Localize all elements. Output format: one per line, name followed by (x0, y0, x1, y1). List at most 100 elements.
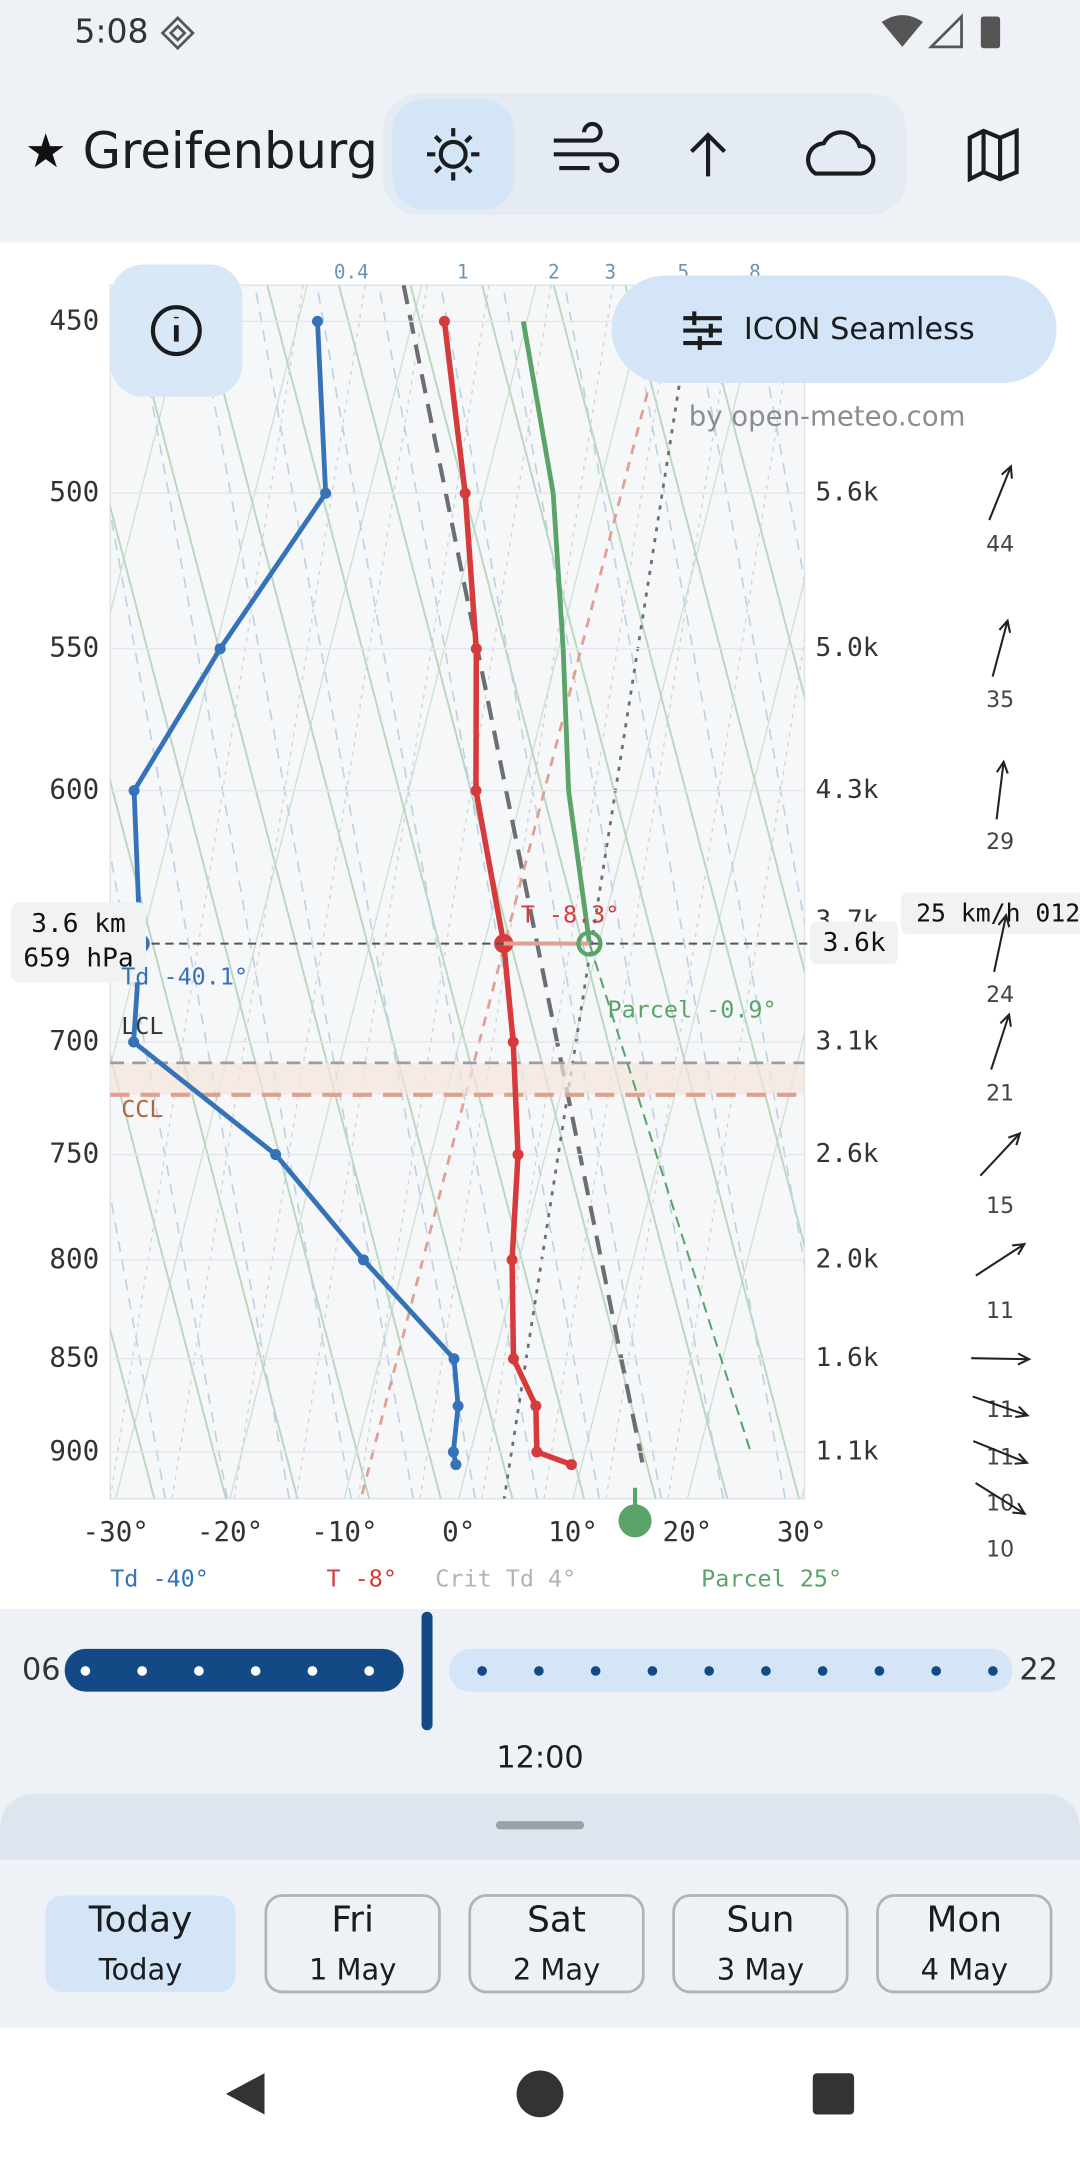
temperature-point (507, 1353, 519, 1365)
wind-arrow (988, 464, 1013, 521)
mixing-line (667, 636, 805, 1499)
parcel-segment (560, 648, 571, 791)
tab-selected[interactable] (392, 99, 514, 210)
cursor-height: 3.6 km (31, 909, 125, 939)
slider-dot (194, 1666, 204, 1676)
mixing-ratio-label: 1 (457, 260, 469, 283)
wind-arrow (991, 618, 1012, 677)
slider-dot (761, 1666, 771, 1676)
temperature-point (506, 1254, 518, 1266)
height-tick-label: 5.6k (816, 478, 879, 508)
tab-group (382, 93, 907, 215)
background-lines (110, 285, 805, 1499)
model-label: ICON Seamless (744, 312, 975, 347)
dewpoint-point (448, 1353, 460, 1365)
height-tick-label: 1.6k (816, 1343, 879, 1373)
day-date: 3 May (717, 1952, 804, 1986)
nav-back[interactable] (225, 2073, 265, 2115)
slider-dot (931, 1666, 942, 1676)
cursor-temp: T -8.3° (521, 901, 620, 929)
dewpoint-point (312, 315, 324, 327)
isotherm (686, 1031, 805, 1499)
temperature-line (441, 321, 573, 1468)
legend-entry: Parcel 25° (701, 1565, 842, 1593)
ccl-label: CCL (121, 1095, 163, 1123)
day-date: 2 May (513, 1952, 600, 1986)
pressure-tick-label: 600 (49, 774, 99, 806)
battery-icon (980, 16, 1001, 49)
day-tab[interactable] (264, 1894, 441, 1994)
dewpoint-point (452, 1400, 464, 1412)
day-tab[interactable] (45, 1895, 236, 1992)
mixing-line (605, 285, 800, 1499)
isotherm (229, 285, 537, 1499)
adiabat (110, 502, 371, 1499)
wind-arrow (993, 913, 1011, 973)
adiabat (624, 285, 805, 975)
slider-dot (647, 1666, 658, 1676)
slider-dot (364, 1666, 375, 1676)
temperature-point (470, 785, 482, 797)
tab-icons[interactable] (427, 121, 1019, 183)
wind-speed: 29 (986, 830, 1014, 855)
wind-arrow (972, 1395, 1030, 1419)
parcel-segment (550, 493, 566, 649)
status-icon (160, 15, 195, 51)
day-tab[interactable] (876, 1894, 1053, 1994)
nav-recents[interactable] (812, 2073, 855, 2115)
adiabat (337, 285, 657, 1499)
day-tab[interactable] (468, 1894, 645, 1994)
temp-tick-label: 20° (663, 1516, 713, 1548)
pressure-tick-label: 500 (49, 476, 99, 508)
day-name: Sat (527, 1900, 586, 1941)
mixing-line (233, 285, 428, 1499)
nav-home[interactable] (516, 2070, 564, 2118)
day-name: Sun (726, 1900, 794, 1941)
wind-speed: 11 (986, 1445, 1014, 1470)
isotherm (110, 285, 194, 617)
temp-tick-label: 0° (442, 1516, 475, 1548)
slider-dot (534, 1666, 544, 1676)
surface-marker[interactable] (618, 1504, 652, 1538)
parcel-segment (566, 790, 592, 944)
day-tabs: Today Today Fri 1 May Sat 2 May Sun 3 May Mon 4 M… (45, 1894, 1053, 1994)
height-tick-label: 4.3k (816, 775, 879, 805)
cursor-pressure: 659 hPa (23, 943, 133, 973)
temp-tick-label: -20° (197, 1516, 263, 1548)
signal-icon (927, 13, 963, 49)
cursor-height-short: 3.6k (823, 928, 886, 958)
slider-dot (307, 1666, 318, 1676)
slider-thumb[interactable] (421, 1611, 433, 1731)
wind-arrow (975, 1242, 1027, 1277)
dewpoint-line (131, 321, 461, 1466)
location[interactable]: Greifenburg (83, 122, 378, 180)
wind-speed: 10 (986, 1538, 1014, 1563)
mixing-ratio-label: 2 (548, 260, 560, 283)
adiabat (123, 285, 442, 1499)
temp-tick-label: -10° (311, 1516, 377, 1548)
time-slider[interactable]: 06 22 (22, 1611, 1058, 1731)
slider-dot (874, 1666, 885, 1676)
sheet-handle[interactable] (495, 1821, 585, 1830)
slider-dot (988, 1666, 998, 1676)
day-tab[interactable] (672, 1894, 849, 1994)
moist-adiabat (254, 285, 477, 1499)
wind-speed: 44 (986, 533, 1014, 558)
dewpoint-point (357, 1254, 369, 1266)
cursor-wind-box (900, 892, 1080, 934)
moist-adiabat (378, 285, 601, 1499)
tune-icon (683, 311, 722, 350)
sounding: 0.4 1 2 3 5 84505005506007007508008509005.6k5… (11, 260, 1080, 1593)
mixing-line (295, 285, 490, 1499)
clock: 5:08 (74, 12, 148, 51)
slider-dot (590, 1666, 601, 1676)
model-button[interactable] (611, 275, 1057, 383)
wind-arrow (995, 759, 1009, 820)
temperature-point (459, 487, 471, 499)
adiabat (481, 285, 800, 1499)
legend-entry: Crit Td 4° (435, 1565, 576, 1593)
height-tick-label: 1.1k (816, 1436, 879, 1466)
mixing-line (543, 285, 738, 1499)
attribution: by open-meteo.com (689, 400, 966, 432)
slider-dot (704, 1666, 714, 1676)
